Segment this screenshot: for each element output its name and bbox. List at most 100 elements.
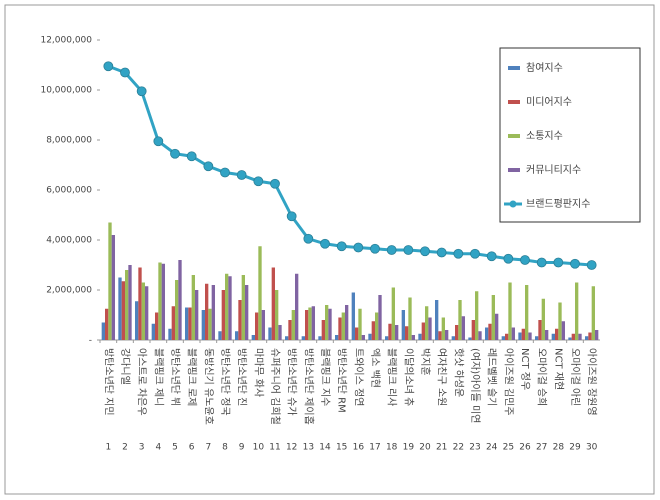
bar (105, 308, 109, 340)
bar (178, 260, 182, 340)
category-number: 17 (369, 443, 380, 453)
bar (308, 307, 312, 340)
line-marker (420, 246, 430, 257)
bar (488, 323, 492, 340)
category-number: 25 (503, 443, 514, 453)
bar (428, 317, 432, 340)
line-marker (570, 258, 580, 269)
x-tick-label: NCT 정우 (519, 348, 531, 390)
bar (135, 301, 139, 340)
bar (101, 322, 105, 340)
line-marker (286, 211, 297, 222)
category-number: 5 (172, 443, 178, 453)
bar (505, 333, 509, 340)
bar (271, 267, 275, 340)
line-marker (403, 245, 414, 255)
bar (405, 326, 409, 340)
bar (208, 308, 212, 340)
line-marker (520, 255, 530, 265)
line-marker (353, 242, 364, 253)
category-number: 9 (239, 443, 245, 453)
y-tick-label: - (89, 336, 92, 346)
y-tick-label: 12,000,000 (40, 36, 92, 46)
bar (395, 325, 399, 340)
bar (568, 337, 572, 340)
category-number: 15 (336, 443, 347, 453)
bar (311, 306, 315, 340)
x-tick-label: (여자)아이들 미연 (469, 348, 481, 423)
bar (578, 333, 582, 340)
category-number: 3 (139, 443, 145, 453)
bar (591, 286, 595, 340)
line-marker (553, 257, 564, 268)
line-marker (470, 248, 480, 259)
line-marker (586, 260, 597, 270)
bar (288, 320, 292, 340)
x-tick-label: 여자친구 소원 (436, 348, 448, 406)
line-marker (436, 247, 447, 258)
category-number: 19 (403, 443, 415, 453)
bar (441, 317, 445, 340)
x-tick-label: 핫샷 하성운 (452, 348, 465, 397)
x-tick-label: 동방신기 유노윤호 (202, 348, 214, 425)
bar (391, 287, 395, 340)
legend-label: 참여지수 (526, 62, 563, 74)
line-marker (103, 61, 114, 72)
bar (585, 336, 589, 340)
bar (301, 336, 305, 340)
bar (371, 321, 375, 340)
bar (511, 327, 515, 340)
category-number: 30 (586, 443, 598, 453)
category-number: 13 (303, 443, 314, 453)
bar (558, 302, 562, 340)
x-tick-label: 마마무 화사 (252, 348, 264, 397)
x-tick-label: 아이즈원 김민주 (502, 348, 514, 416)
category-number: 1 (105, 443, 111, 453)
bar (361, 335, 365, 340)
bar (111, 235, 115, 340)
bar (461, 316, 465, 340)
category-number: 14 (319, 443, 331, 453)
bar (408, 297, 412, 340)
y-tick-label: 8,000,000 (46, 136, 92, 146)
bar (411, 335, 415, 340)
bar (388, 323, 392, 340)
bar (238, 300, 242, 340)
x-tick-label: 방탄소년단 정국 (219, 348, 231, 416)
bar (211, 285, 215, 340)
bar (121, 281, 125, 340)
category-number: 4 (155, 443, 161, 453)
line-marker (453, 248, 464, 259)
bar (551, 333, 555, 340)
bar (218, 331, 222, 340)
legend-box (499, 47, 641, 223)
category-number: 18 (386, 443, 398, 453)
legend-swatch (508, 168, 520, 172)
bar (141, 282, 145, 340)
line-marker (320, 238, 330, 249)
x-tick-label: 방탄소년단 진 (236, 348, 248, 406)
bar (191, 275, 195, 340)
legend-label: 커뮤니티지수 (526, 164, 581, 176)
category-number: 16 (353, 443, 365, 453)
x-tick-label: 방탄소년단 슈가 (286, 348, 298, 416)
bar (561, 321, 565, 340)
bar (535, 336, 539, 340)
category-number: 12 (286, 443, 297, 453)
line-marker (370, 243, 380, 254)
bar (351, 292, 355, 340)
y-tick-label: 2,000,000 (46, 286, 92, 296)
category-number: 29 (569, 443, 581, 453)
bar (478, 331, 482, 340)
line-marker (170, 148, 180, 159)
line-marker (386, 245, 397, 255)
bar (501, 336, 505, 340)
x-tick-label: 방탄소년단 뷔 (169, 348, 181, 406)
bar (305, 310, 309, 340)
category-number: 7 (205, 443, 211, 453)
bar (435, 300, 439, 340)
x-tick-label: 방탄소년단 지민 (102, 348, 114, 416)
x-tick-label: 아스트로 차은우 (136, 348, 148, 416)
